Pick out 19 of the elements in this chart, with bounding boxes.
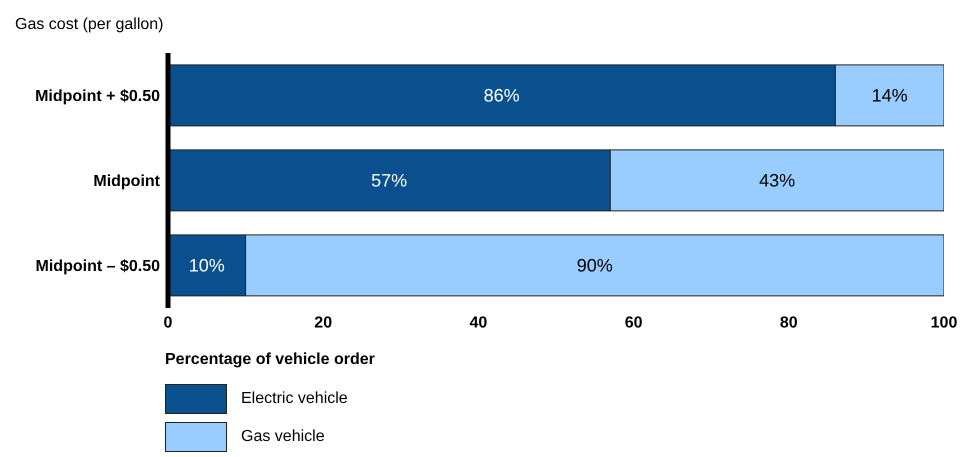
y-axis-title: Gas cost (per gallon) bbox=[15, 16, 164, 34]
y-tick-label: Midpoint + $0.50 bbox=[35, 88, 160, 106]
y-tick-label: Midpoint bbox=[93, 173, 161, 190]
data-label: 43% bbox=[759, 170, 796, 190]
x-tick-label: 60 bbox=[624, 314, 643, 332]
x-tick-label: 40 bbox=[470, 314, 488, 332]
data-label: 57% bbox=[371, 170, 408, 190]
y-tick-label: Midpoint – $0.50 bbox=[36, 258, 160, 276]
x-axis-title: Percentage of vehicle order bbox=[165, 351, 375, 369]
data-label: 10% bbox=[188, 255, 225, 276]
data-label: 90% bbox=[576, 255, 613, 276]
legend-label: Gas vehicle bbox=[241, 428, 325, 446]
x-tick-label: 80 bbox=[780, 314, 798, 332]
x-tick-label: 100 bbox=[930, 314, 958, 332]
x-tick-label: 0 bbox=[164, 314, 173, 332]
data-label: 14% bbox=[872, 85, 908, 106]
legend-label: Electric vehicle bbox=[241, 390, 348, 408]
data-label: 86% bbox=[484, 85, 520, 106]
x-tick-label: 20 bbox=[314, 314, 332, 332]
